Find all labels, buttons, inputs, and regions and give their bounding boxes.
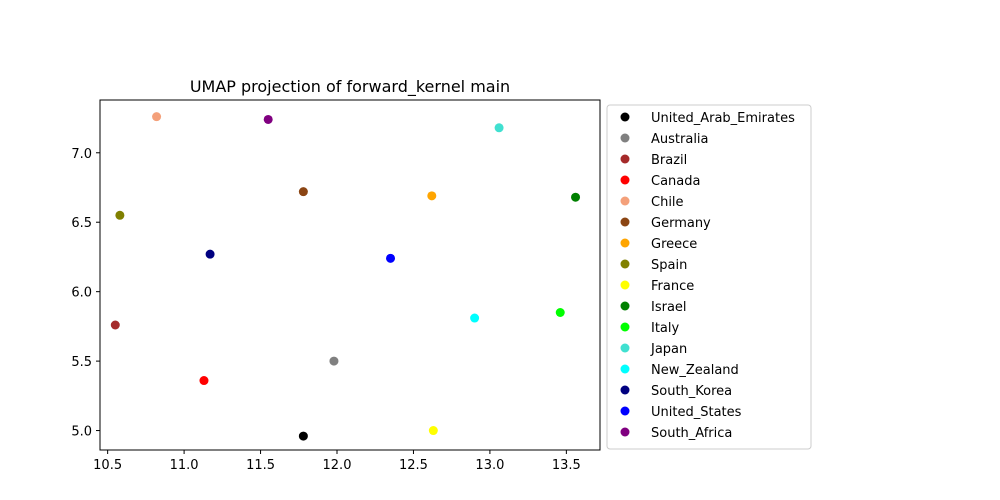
- legend-label: Israel: [651, 300, 687, 315]
- legend-label: South_Africa: [651, 426, 732, 441]
- legend-marker: [620, 322, 630, 332]
- legend-marker: [620, 280, 630, 290]
- legend-marker: [620, 112, 630, 122]
- data-point: [298, 187, 308, 197]
- legend-label: Spain: [651, 258, 687, 273]
- x-tick-label: 12.5: [399, 458, 428, 473]
- legend-marker: [620, 364, 630, 374]
- legend-marker: [620, 343, 630, 353]
- y-tick-label: 6.5: [71, 216, 92, 231]
- data-point: [263, 114, 273, 124]
- data-point: [386, 253, 396, 263]
- legend-marker: [620, 238, 630, 248]
- legend-frame: [606, 104, 812, 450]
- data-point: [199, 376, 209, 386]
- legend-marker: [620, 196, 630, 206]
- legend-label: Greece: [651, 237, 697, 252]
- y-tick-label: 5.0: [71, 425, 92, 440]
- x-tick-label: 11.5: [246, 458, 275, 473]
- x-tick-label: 10.5: [93, 458, 122, 473]
- y-tick-label: 7.0: [71, 147, 92, 162]
- plot-frame: [99, 99, 601, 451]
- x-tick-label: 12.0: [323, 458, 352, 473]
- legend-label: United_States: [651, 405, 742, 420]
- legend-label: Australia: [651, 132, 709, 147]
- chart-title: UMAP projection of forward_kernel main: [190, 77, 510, 97]
- legend-marker: [620, 259, 630, 269]
- data-point: [470, 313, 480, 323]
- legend: United_Arab_Emirates Australia Brazil Canad…: [606, 104, 812, 450]
- x-tick-label: 13.0: [475, 458, 504, 473]
- data-point: [571, 192, 581, 202]
- data-point: [555, 308, 565, 317]
- data-point: [110, 320, 120, 330]
- data-points: [110, 112, 581, 441]
- legend-label: New_Zealand: [651, 363, 739, 378]
- data-point: [298, 431, 308, 441]
- legend-label: United_Arab_Emirates: [651, 111, 795, 126]
- data-point: [428, 426, 438, 436]
- legend-label: Canada: [651, 174, 700, 189]
- legend-marker: [620, 301, 630, 311]
- data-point: [115, 210, 125, 220]
- legend-label: Japan: [650, 342, 687, 357]
- legend-marker: [620, 406, 630, 416]
- legend-label: Italy: [651, 321, 680, 336]
- legend-label: Chile: [651, 195, 684, 210]
- data-point: [205, 249, 215, 259]
- legend-label: Germany: [651, 216, 711, 231]
- data-point: [427, 191, 437, 201]
- plot-axes: 10.5 11.0 11.5 12.0 12.5 13.0 13.5 5.0 5.5 6.0 6.5…: [71, 99, 601, 473]
- x-tick-label: 11.0: [170, 458, 199, 473]
- y-tick-label: 6.0: [71, 286, 92, 301]
- data-point: [329, 356, 339, 366]
- y-tick-label: 5.5: [71, 355, 92, 370]
- legend-marker: [620, 427, 630, 437]
- legend-marker: [620, 133, 630, 143]
- legend-marker: [620, 154, 630, 164]
- legend-label: Brazil: [651, 153, 687, 168]
- legend-label: France: [651, 279, 694, 294]
- legend-marker: [620, 385, 630, 395]
- legend-marker: [620, 217, 630, 227]
- legend-marker: [620, 175, 630, 185]
- legend-label: South_Korea: [651, 384, 732, 399]
- data-point: [152, 112, 162, 122]
- x-tick-label: 13.5: [552, 458, 581, 473]
- data-point: [494, 123, 504, 133]
